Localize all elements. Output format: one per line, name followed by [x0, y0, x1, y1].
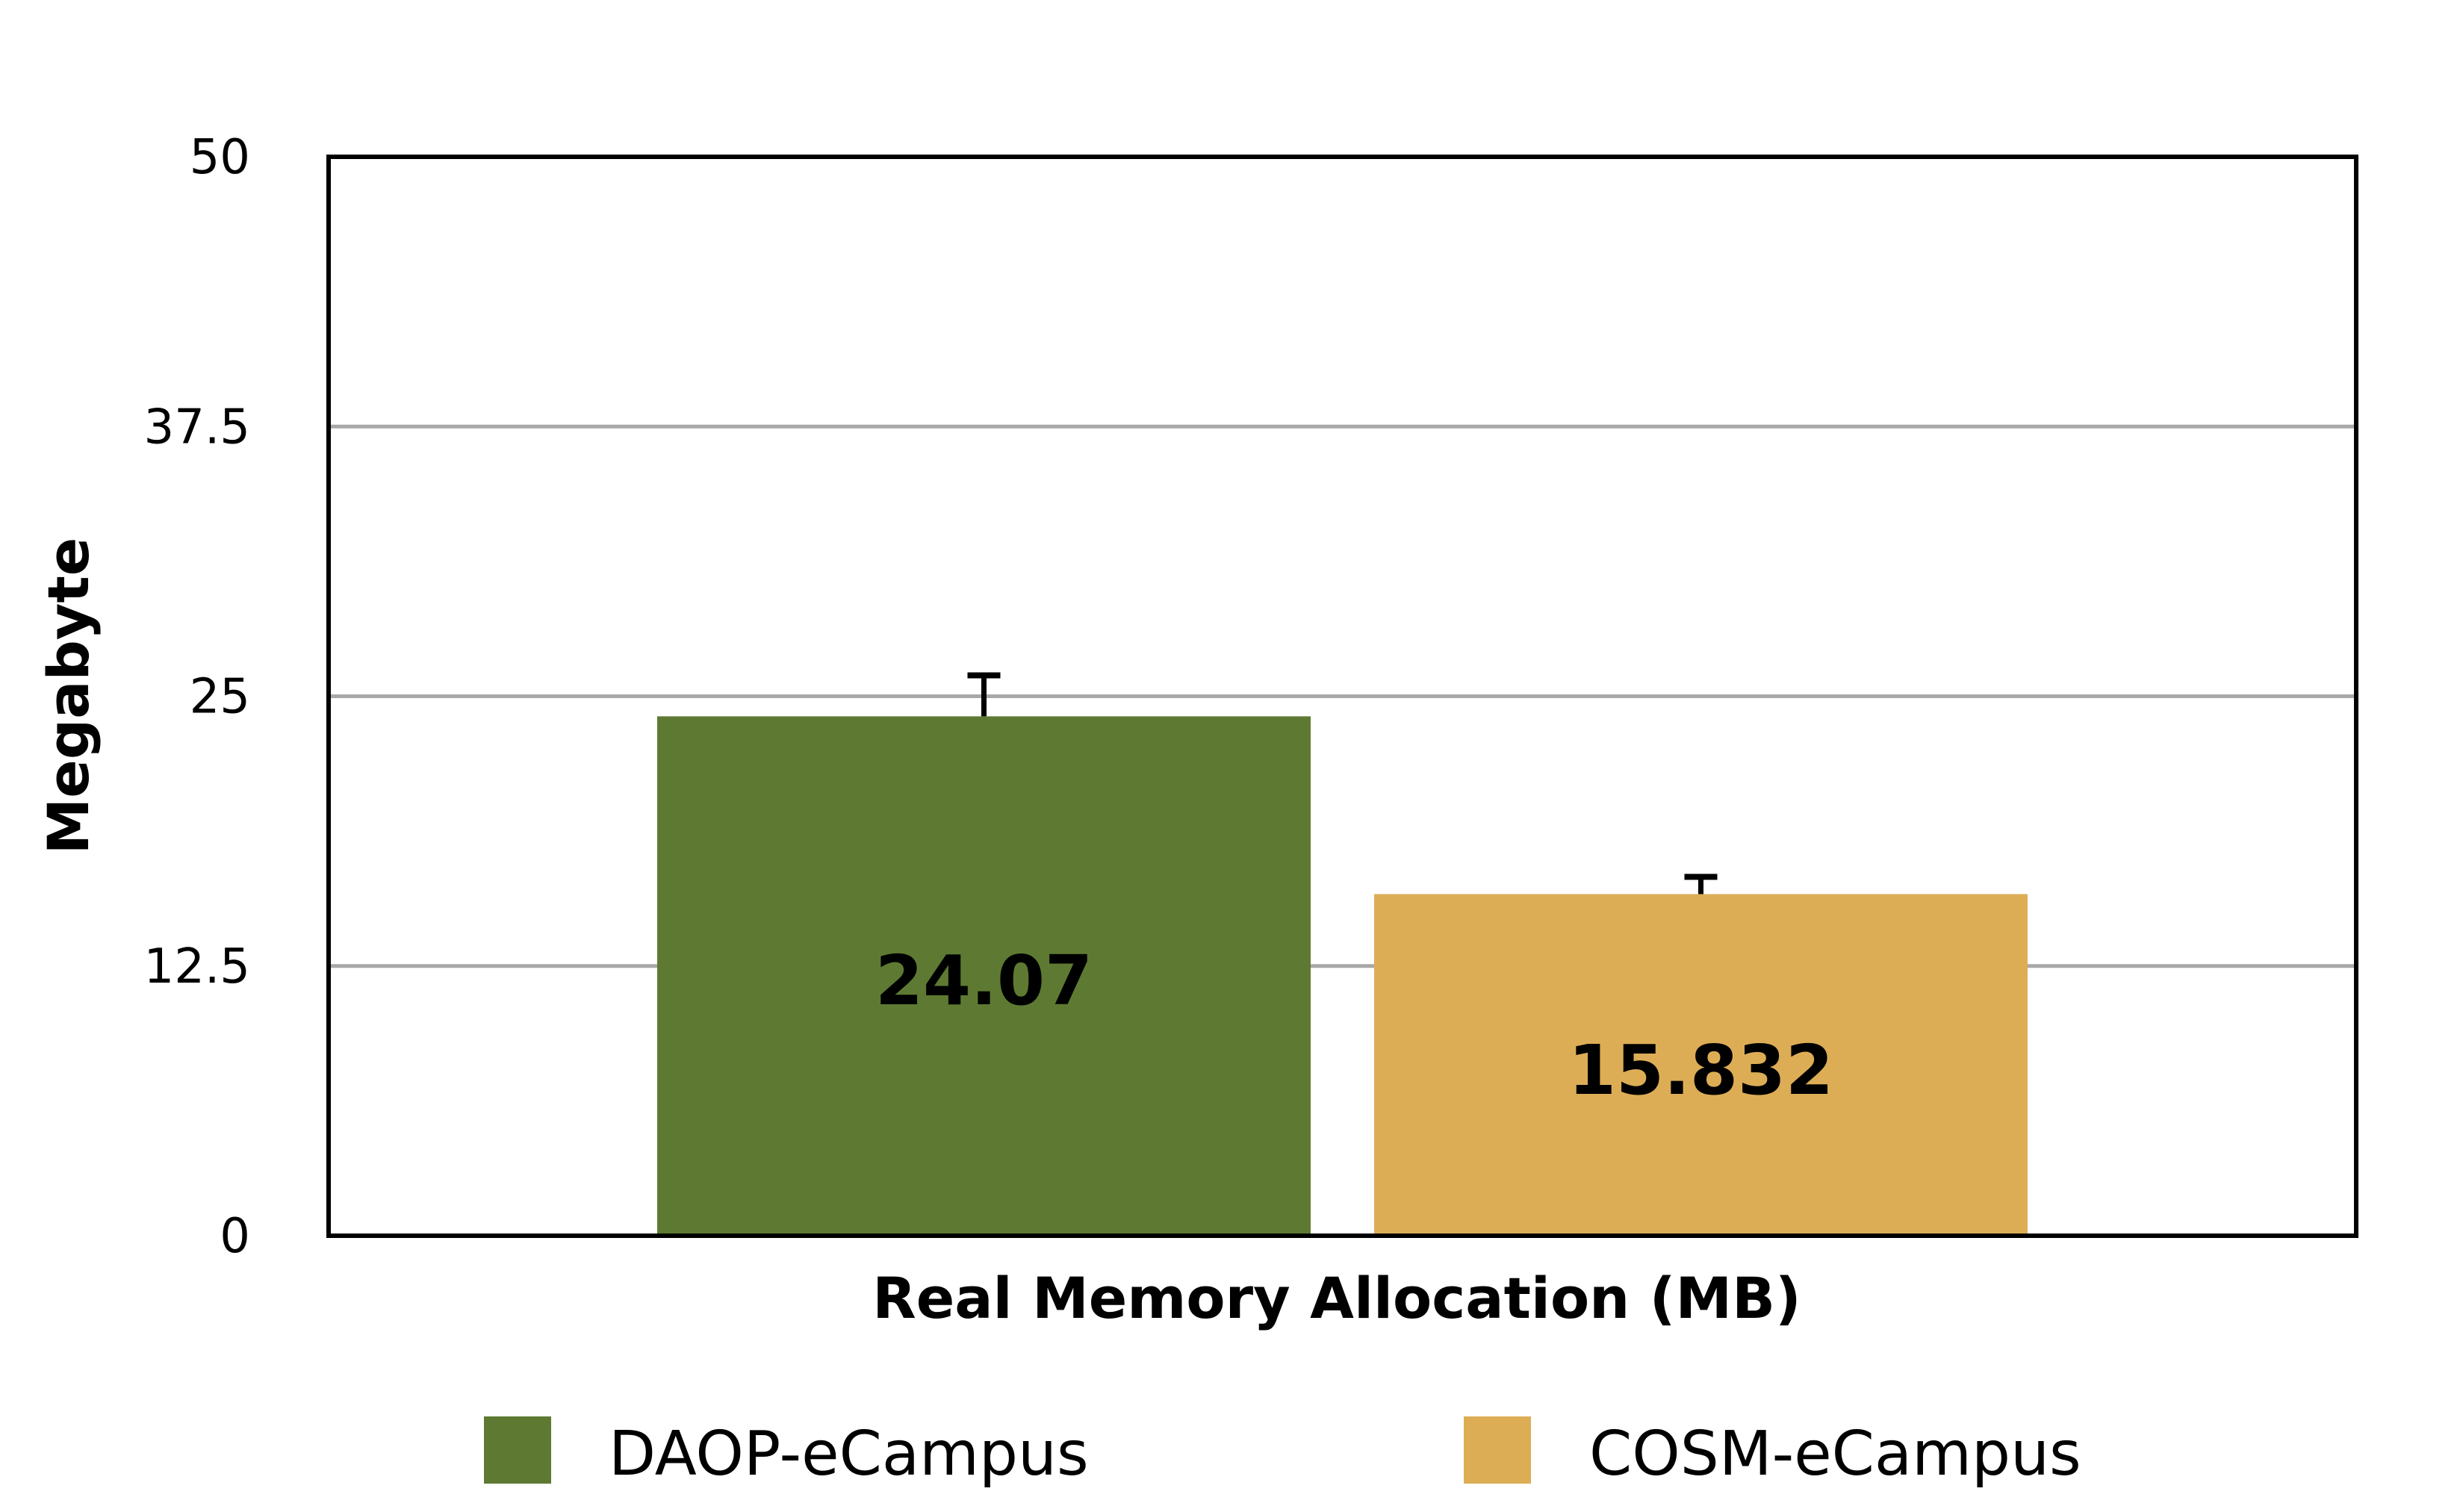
data-label: 15.832: [1568, 1030, 1833, 1110]
bar: [657, 716, 1311, 1236]
y-axis-ticks: 0 12.5 25 37.5 50: [144, 130, 251, 1264]
y-axis-title: Megabyte: [35, 538, 102, 855]
plot-frame: [326, 155, 2358, 1238]
bars: [657, 672, 2028, 1236]
data-label: 24.07: [875, 941, 1093, 1021]
legend-label: DAOP-eCampus: [609, 1419, 1089, 1490]
y-tick-label: 0: [220, 1209, 250, 1264]
legend-swatch: [484, 1416, 551, 1484]
legend-swatch: [1464, 1416, 1531, 1484]
y-tick-label: 25: [190, 670, 250, 725]
legend-label: COSM-eCampus: [1589, 1419, 2081, 1490]
x-axis-title: Real Memory Allocation (MB): [872, 1265, 1801, 1331]
gridlines: [329, 424, 2356, 968]
legend: DAOP-eCampus COSM-eCampus: [484, 1416, 2081, 1490]
data-labels: 24.07 15.832: [875, 941, 1833, 1110]
y-tick-label: 50: [190, 130, 250, 185]
bar: [1374, 894, 2028, 1236]
y-tick-label: 12.5: [144, 939, 251, 995]
y-tick-label: 37.5: [144, 399, 251, 455]
